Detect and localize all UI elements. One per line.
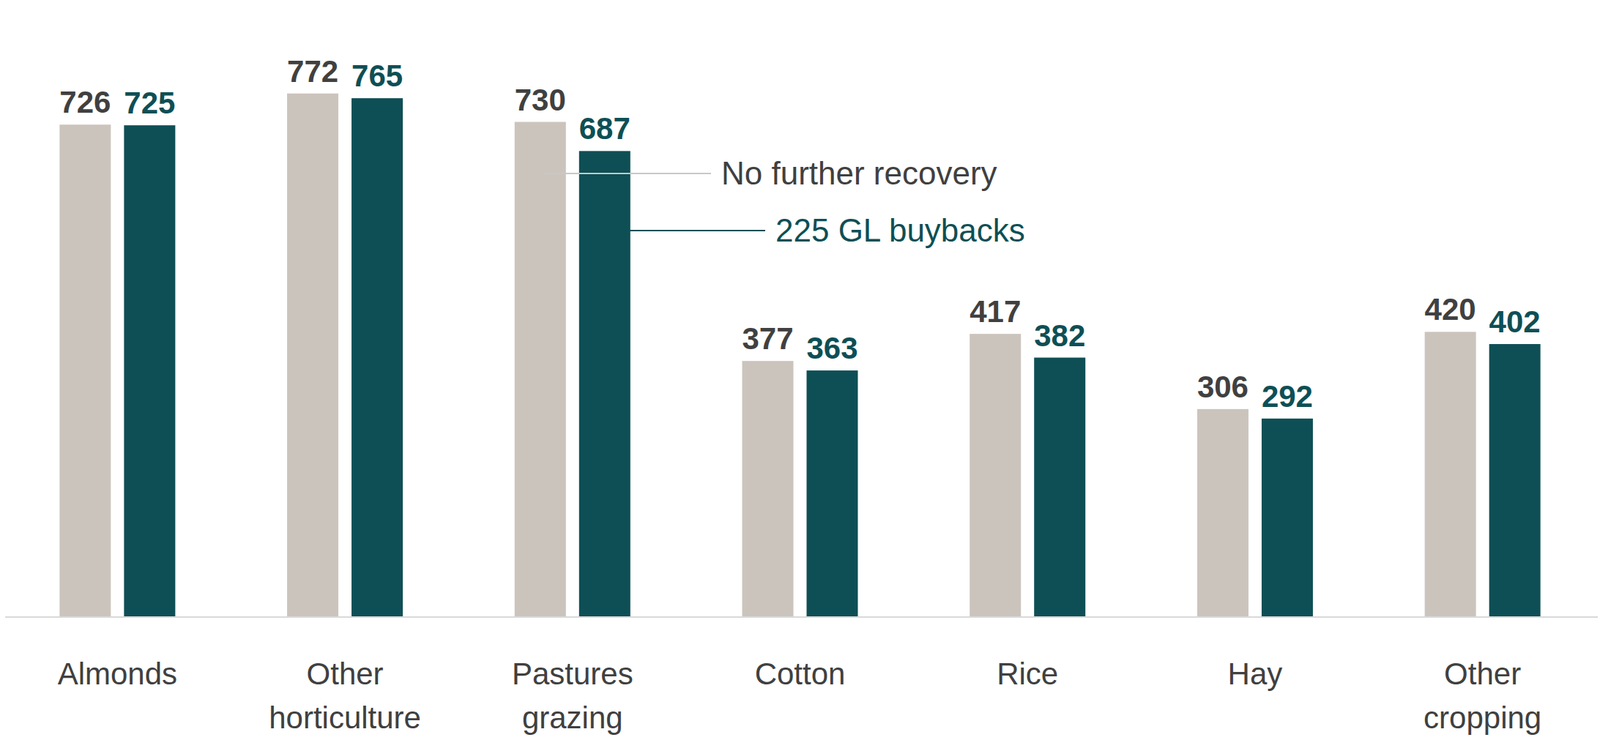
series-label: No further recovery bbox=[721, 155, 998, 192]
bar bbox=[1424, 331, 1477, 617]
category-label: Cotton bbox=[754, 656, 846, 692]
category-label: Rice bbox=[996, 656, 1059, 692]
bar bbox=[1489, 344, 1541, 617]
category-label: Otherhorticulture bbox=[268, 656, 422, 736]
data-label: 417 bbox=[969, 294, 1021, 329]
data-label: 306 bbox=[1197, 369, 1249, 405]
data-label: 363 bbox=[806, 330, 858, 366]
bar bbox=[742, 361, 794, 617]
leader-line bbox=[543, 172, 712, 175]
bar bbox=[123, 125, 176, 617]
category-label: Almonds bbox=[57, 656, 178, 692]
data-label: 292 bbox=[1261, 379, 1313, 414]
data-label: 765 bbox=[351, 58, 403, 93]
data-label: 726 bbox=[59, 84, 111, 120]
data-label: 377 bbox=[741, 321, 794, 356]
category-label: Othercropping bbox=[1423, 656, 1542, 736]
leader-line bbox=[607, 229, 766, 232]
labels: 726 772 730 377 417 306 420 725 765 687 363 382 292 4… bbox=[57, 54, 1543, 736]
bar bbox=[1033, 358, 1086, 617]
data-label: 725 bbox=[123, 85, 176, 121]
data-label: 402 bbox=[1489, 304, 1541, 340]
x-axis-line bbox=[5, 616, 1598, 619]
data-label: 382 bbox=[1033, 318, 1086, 353]
bar bbox=[351, 98, 403, 617]
bar bbox=[287, 93, 339, 617]
series-label: 225 GL buybacks bbox=[775, 212, 1026, 249]
category-label: Pasturesgrazing bbox=[511, 656, 634, 736]
bar bbox=[579, 150, 631, 617]
data-label: 420 bbox=[1424, 292, 1477, 327]
chart-svg: 726 772 730 377 417 306 420 725 765 687 363 382 292 4… bbox=[0, 0, 1600, 751]
bar bbox=[1261, 418, 1313, 617]
chart-container: 726 772 730 377 417 306 420 725 765 687 363 382 292 4… bbox=[0, 0, 1600, 751]
bar bbox=[59, 124, 111, 617]
category-label: Hay bbox=[1228, 656, 1283, 692]
data-label: 687 bbox=[579, 111, 631, 146]
data-label: 772 bbox=[287, 54, 339, 89]
bar bbox=[514, 122, 567, 617]
data-label: 730 bbox=[514, 82, 567, 118]
bars bbox=[59, 93, 1540, 617]
bar bbox=[806, 370, 859, 617]
bar bbox=[1197, 409, 1249, 617]
bar bbox=[969, 333, 1021, 617]
